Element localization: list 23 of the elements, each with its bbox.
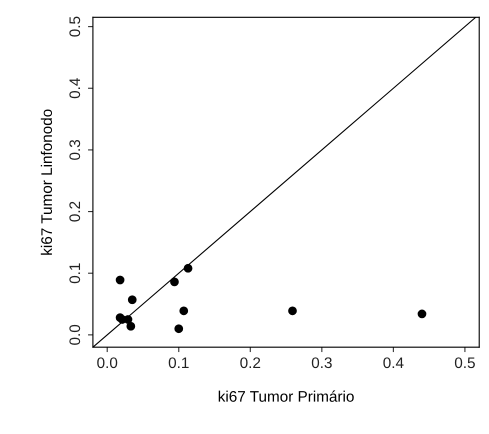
- x-tick-label: 0.2: [240, 357, 260, 368]
- y-tick-label: 0.1: [69, 263, 80, 284]
- point: [418, 310, 426, 318]
- point: [170, 277, 179, 286]
- point: [288, 306, 297, 316]
- y-tick-label: 0.0: [69, 324, 80, 345]
- point: [179, 306, 188, 316]
- x-tick-label: 0.4: [383, 357, 404, 368]
- x-tick-label: 0.1: [168, 357, 189, 368]
- y-axis-title: ki67 Tumor Linfonodo: [40, 109, 52, 255]
- point: [174, 324, 184, 334]
- point: [126, 322, 136, 331]
- x-tick-label: 0.0: [97, 357, 118, 368]
- y-tick-label: 0.2: [69, 202, 80, 222]
- y-tick-label: 0.3: [69, 140, 80, 160]
- x-tick-label: 0.5: [454, 357, 475, 368]
- point: [184, 264, 192, 273]
- x-tick-label: 0.3: [312, 357, 332, 368]
- point: [116, 276, 124, 284]
- y-tick-label: 0.4: [69, 78, 80, 98]
- point: [128, 295, 137, 304]
- x-axis-title: ki67 Tumor Primário: [218, 390, 354, 402]
- y-tick-label: 0.5: [69, 16, 80, 37]
